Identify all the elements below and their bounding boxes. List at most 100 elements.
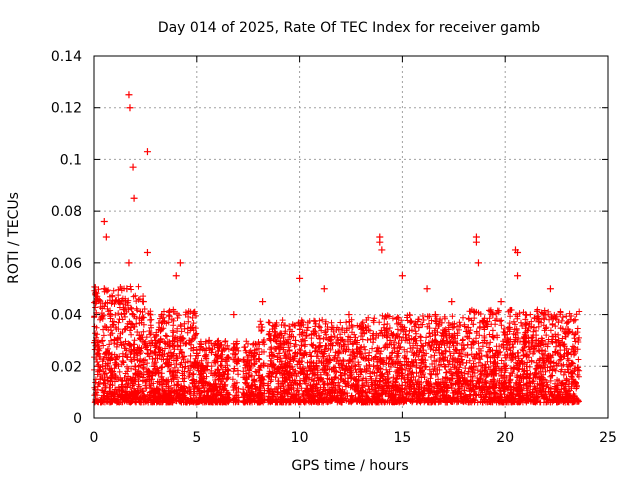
data-point xyxy=(127,324,135,331)
data-point xyxy=(337,336,345,344)
y-tick-label: 0.12 xyxy=(51,101,82,117)
data-point xyxy=(505,324,513,331)
data-point xyxy=(481,336,489,344)
data-point xyxy=(158,311,166,319)
data-point xyxy=(199,362,207,370)
data-point xyxy=(431,311,439,319)
data-point xyxy=(386,336,394,344)
data-point xyxy=(407,362,415,370)
data-points xyxy=(92,91,579,383)
data-point xyxy=(230,311,238,319)
data-point xyxy=(164,362,172,370)
data-point xyxy=(423,285,431,293)
data-point xyxy=(125,259,133,267)
data-point xyxy=(129,163,137,171)
data-point xyxy=(530,324,538,331)
data-point xyxy=(234,357,242,365)
data-point xyxy=(296,274,304,282)
x-tick-label: 15 xyxy=(393,430,411,446)
data-point xyxy=(143,148,151,156)
plot-frame xyxy=(93,55,609,419)
data-point xyxy=(448,298,456,306)
data-point xyxy=(100,285,108,293)
data-point xyxy=(172,272,180,280)
data-markers-texture xyxy=(91,283,583,406)
data-point xyxy=(176,259,184,267)
y-tick-label: 0.04 xyxy=(51,308,82,324)
data-point xyxy=(378,246,386,254)
data-point xyxy=(106,311,114,319)
data-point xyxy=(115,298,123,306)
data-point xyxy=(275,349,283,357)
y-tick-label: 0 xyxy=(73,411,82,427)
y-axis-ticks: 0 0.02 0.04 0.06 0.08 0.1 0.12 0.14 xyxy=(51,49,608,427)
data-point xyxy=(126,104,134,112)
data-point xyxy=(398,272,406,280)
y-tick-label: 0.02 xyxy=(51,359,82,375)
data-point xyxy=(563,349,571,357)
x-tick-label: 0 xyxy=(90,430,99,446)
data-point xyxy=(304,324,312,331)
data-point xyxy=(109,367,117,375)
data-point xyxy=(489,311,497,319)
data-point xyxy=(180,367,188,375)
data-point xyxy=(472,238,480,246)
data-point xyxy=(222,367,230,375)
data-point xyxy=(148,375,156,383)
data-point xyxy=(283,367,291,375)
data-markers-background xyxy=(91,283,583,406)
data-point xyxy=(250,349,258,357)
data-point xyxy=(571,316,579,324)
data-point xyxy=(328,342,336,350)
data-point xyxy=(440,336,448,344)
data-point xyxy=(143,249,151,257)
data-point xyxy=(514,272,522,280)
data-point xyxy=(361,324,369,331)
data-point xyxy=(129,311,137,319)
data-point xyxy=(119,357,127,365)
data-point xyxy=(111,336,119,344)
y-tick-label: 0.14 xyxy=(51,49,82,65)
data-point xyxy=(376,238,384,246)
data-point xyxy=(464,324,472,331)
x-tick-label: 5 xyxy=(192,430,201,446)
y-tick-label: 0.08 xyxy=(51,204,82,220)
data-point xyxy=(98,336,106,344)
data-point xyxy=(131,362,139,370)
y-axis-label: ROTI / TECUs xyxy=(6,192,22,284)
data-point xyxy=(213,342,221,350)
y-tick-label: 0.1 xyxy=(60,152,82,168)
data-point xyxy=(102,324,110,331)
data-point xyxy=(497,298,505,306)
chart-title: Day 014 of 2025, Rate Of TEC Index for r… xyxy=(158,20,540,36)
data-point xyxy=(130,194,138,202)
x-tick-label: 25 xyxy=(599,430,617,446)
data-point xyxy=(514,249,522,257)
data-point xyxy=(474,259,482,267)
data-point xyxy=(104,349,112,357)
data-point xyxy=(267,336,275,344)
data-point xyxy=(522,311,530,319)
data-point xyxy=(123,285,131,293)
data-point xyxy=(538,336,546,344)
data-point xyxy=(370,362,378,370)
y-tick-label: 0.06 xyxy=(51,256,82,272)
data-point xyxy=(546,285,554,293)
data-point xyxy=(291,336,299,344)
x-tick-label: 20 xyxy=(496,430,514,446)
data-point xyxy=(555,336,563,344)
data-point xyxy=(176,336,184,344)
data-point xyxy=(353,349,361,357)
data-point xyxy=(100,217,108,225)
data-point xyxy=(96,375,104,383)
data-point xyxy=(143,349,151,357)
x-axis-label: GPS time / hours xyxy=(291,458,408,474)
data-point xyxy=(205,336,213,344)
data-point xyxy=(193,349,201,357)
data-point xyxy=(259,298,267,306)
data-point xyxy=(320,285,328,293)
data-point xyxy=(394,349,402,357)
x-tick-label: 10 xyxy=(291,430,309,446)
data-point xyxy=(139,298,147,306)
